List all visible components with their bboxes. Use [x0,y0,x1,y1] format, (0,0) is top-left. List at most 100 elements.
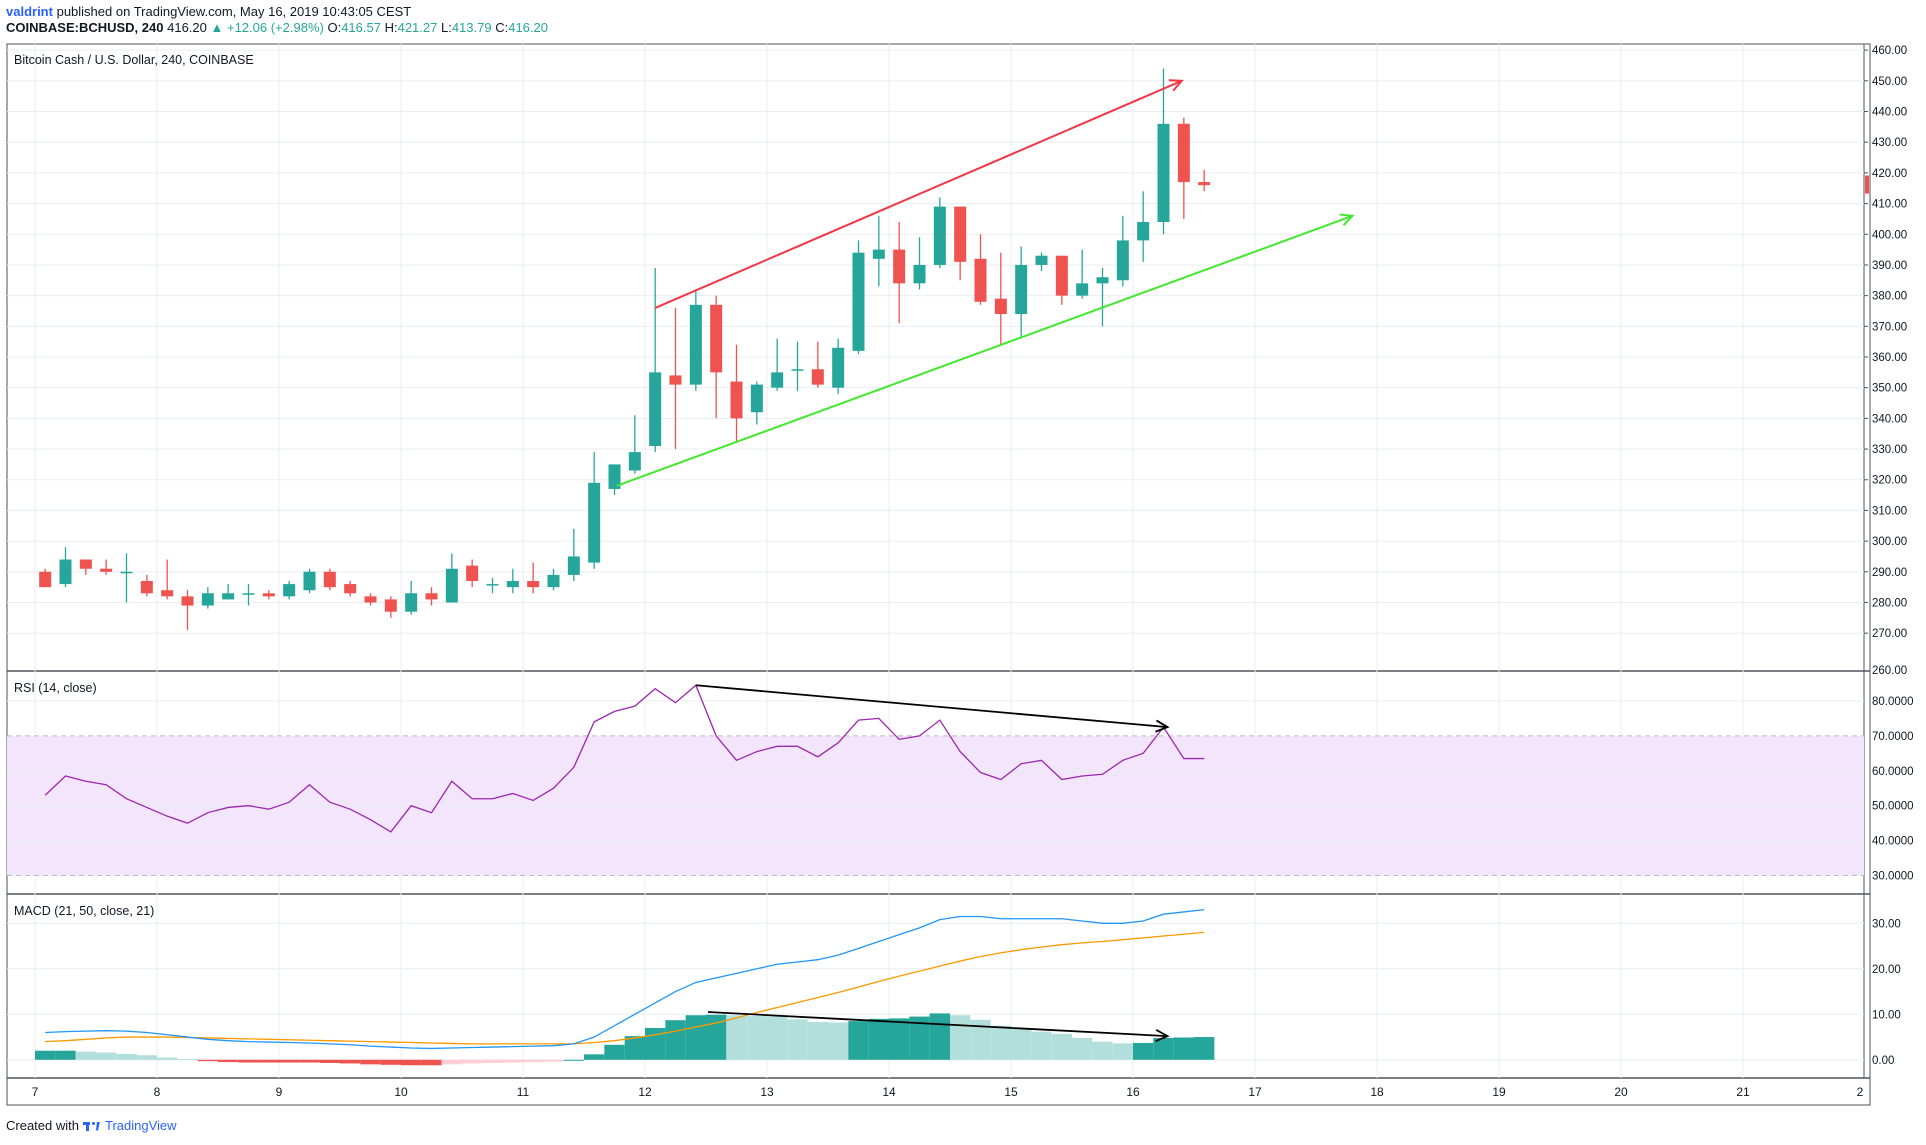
macd-histogram-bar [706,1014,727,1060]
candle-body [323,571,336,588]
candle-body [384,599,397,612]
price-tick-label: 460.00 [1872,45,1907,57]
candle-body [689,304,702,385]
macd-tick-label: 10.00 [1872,1009,1901,1021]
candle-body [120,571,133,574]
candle-body [1015,264,1028,315]
macd-histogram-bar [1031,1031,1052,1060]
candle-body [59,559,72,585]
date-tick-label: 17 [1248,1085,1262,1099]
macd-histogram-bar [401,1059,422,1066]
price-tick-label: 320.00 [1872,475,1907,487]
price-tick-label: 260.00 [1872,665,1907,677]
price-tick-label: 300.00 [1872,536,1907,548]
macd-line [45,909,1205,1050]
price-tick-label: 340.00 [1872,413,1907,425]
macd-histogram-bar [767,1016,788,1060]
candle-body [750,384,763,413]
macd-histogram-bar [889,1018,910,1060]
macd-divergence-arrow [707,1011,1168,1038]
rsi-tick-label: 60.0000 [1872,766,1914,778]
rsi-tick-label: 30.0000 [1872,871,1914,883]
macd-tick-label: 20.00 [1872,964,1901,976]
upper-trend-arrow [654,79,1183,309]
macd-histogram-bar [929,1013,950,1060]
price-tick-label: 360.00 [1872,352,1907,364]
ohlc-low: L:413.79 [440,20,492,35]
date-tick-label: 11 [517,1085,530,1099]
candle-body [161,590,174,597]
candle-body [1177,123,1190,183]
macd-histogram-bar [746,1016,767,1060]
author-link[interactable]: valdrint [6,4,53,19]
tradingview-logo-icon [82,1120,101,1132]
ohlc-close: C:416.20 [495,20,548,35]
macd-histogram-bar [584,1054,605,1060]
candle-body [832,347,845,388]
macd-histogram-bar [787,1019,808,1060]
macd-histogram-bar [1173,1037,1194,1060]
candle-body [628,452,641,471]
macd-histogram-bar [828,1022,849,1060]
price-tick-label: 390.00 [1872,260,1907,272]
candle-body [872,249,885,259]
macd-histogram-bar [1072,1037,1093,1060]
created-with-text: Created with [6,1118,79,1133]
candle-body [913,264,926,284]
candle-body [100,568,113,572]
candle-body [588,482,601,563]
candle-body [201,593,214,606]
price-tick-label: 370.00 [1872,321,1907,333]
candle-body [181,596,194,606]
price-tick-label: 420.00 [1872,168,1907,180]
candle-body [608,464,621,489]
chart-frame [6,43,1871,1106]
macd-histogram-bar [868,1018,889,1060]
date-tick-label: 8 [154,1085,161,1099]
macd-histogram-bar [1133,1042,1154,1060]
macd-histogram-bar [523,1059,544,1063]
macd-histogram-bar [950,1015,971,1060]
candle-body [1157,123,1170,222]
candle-body [79,559,92,569]
price-tick-label: 430.00 [1872,137,1907,149]
candle-body [1076,283,1089,296]
macd-pane-title: MACD (21, 50, close, 21) [14,904,154,918]
price-tick-label: 400.00 [1872,229,1907,241]
last-price: 416.20 [167,20,207,35]
macd-histogram-bar [360,1059,381,1065]
price-tick-label: 350.00 [1872,383,1907,395]
macd-histogram-bar [75,1051,96,1060]
date-tick-label: 16 [1126,1085,1140,1099]
price-tick-label: 410.00 [1872,199,1907,211]
macd-tick-label: 30.00 [1872,918,1901,930]
candle-body [527,581,540,588]
macd-histogram-bar [96,1052,117,1060]
price-change: ▲ +12.06 (+2.98%) [210,20,324,35]
candle-body [303,571,316,591]
tradingview-brand[interactable]: TradingView [104,1118,177,1133]
macd-histogram-bar [624,1036,645,1060]
macd-histogram-bar [1092,1041,1113,1060]
candle-body [1055,255,1068,296]
rsi-pane-title: RSI (14, close) [14,681,97,695]
date-tick-label: 18 [1370,1085,1384,1099]
candle-body [1035,255,1048,265]
candle-body [222,593,235,600]
macd-histogram-bar [1194,1037,1215,1060]
candle-body [405,593,418,612]
price-tick-label: 380.00 [1872,291,1907,303]
rsi-tick-label: 70.0000 [1872,731,1914,743]
candle-body [344,584,357,594]
candle-body [140,581,153,594]
macd-histogram-bar [380,1059,401,1065]
macd-histogram-bar [1051,1033,1072,1060]
lower-trend-arrow [616,214,1353,487]
candle-body [283,584,296,597]
rsi-tick-label: 50.0000 [1872,801,1914,813]
macd-histogram-bar [319,1059,340,1063]
macd-histogram-bar [238,1059,259,1063]
candle-body [994,298,1007,315]
candle-body [364,596,377,603]
